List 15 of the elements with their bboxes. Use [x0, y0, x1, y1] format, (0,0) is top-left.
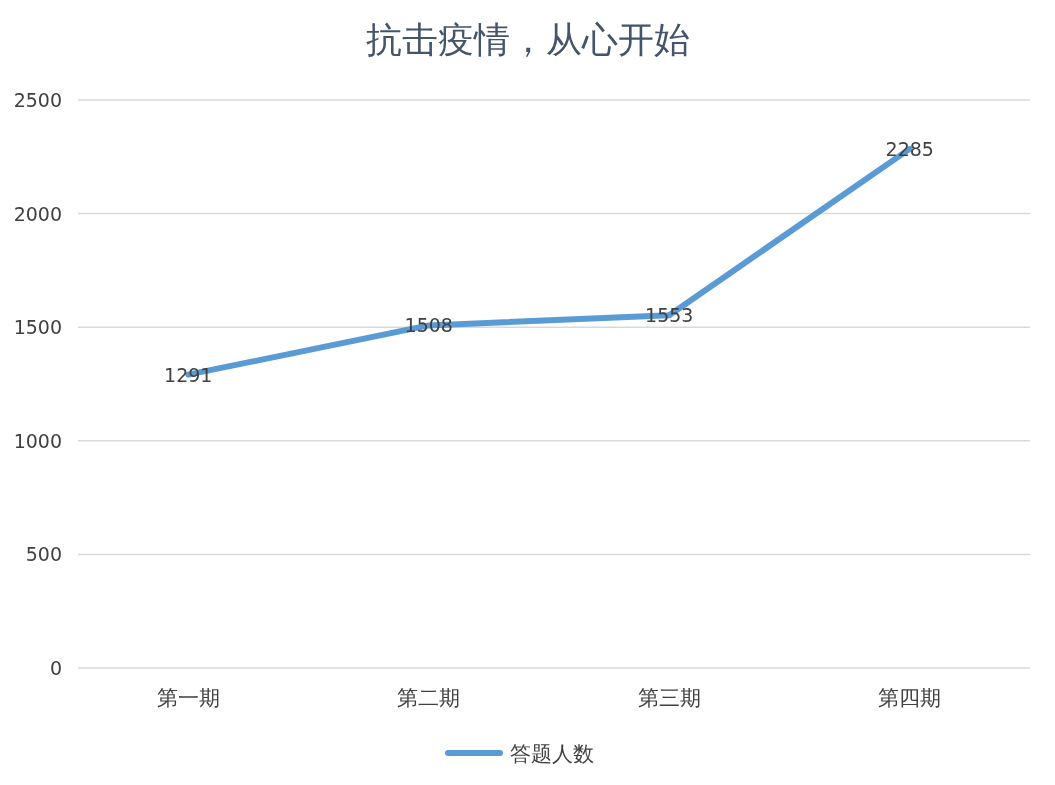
y-tick-label: 2000 — [13, 202, 62, 225]
x-tick-label: 第四期 — [878, 686, 942, 710]
x-tick-label: 第二期 — [397, 686, 461, 710]
data-label: 1291 — [164, 363, 213, 386]
legend-label: 答题人数 — [510, 742, 594, 766]
y-tick-label: 2500 — [13, 89, 62, 111]
data-label: 2285 — [885, 137, 934, 160]
x-tick-label: 第三期 — [637, 686, 701, 710]
y-tick-label: 1500 — [13, 316, 62, 339]
y-tick-label: 500 — [25, 543, 62, 566]
y-tick-label: 1000 — [13, 429, 62, 452]
y-tick-label: 0 — [49, 657, 62, 679]
x-tick-label: 第一期 — [156, 686, 220, 710]
legend: 答题人数 — [445, 742, 594, 766]
chart-title: 抗击疫情，从心开始 — [365, 19, 690, 60]
